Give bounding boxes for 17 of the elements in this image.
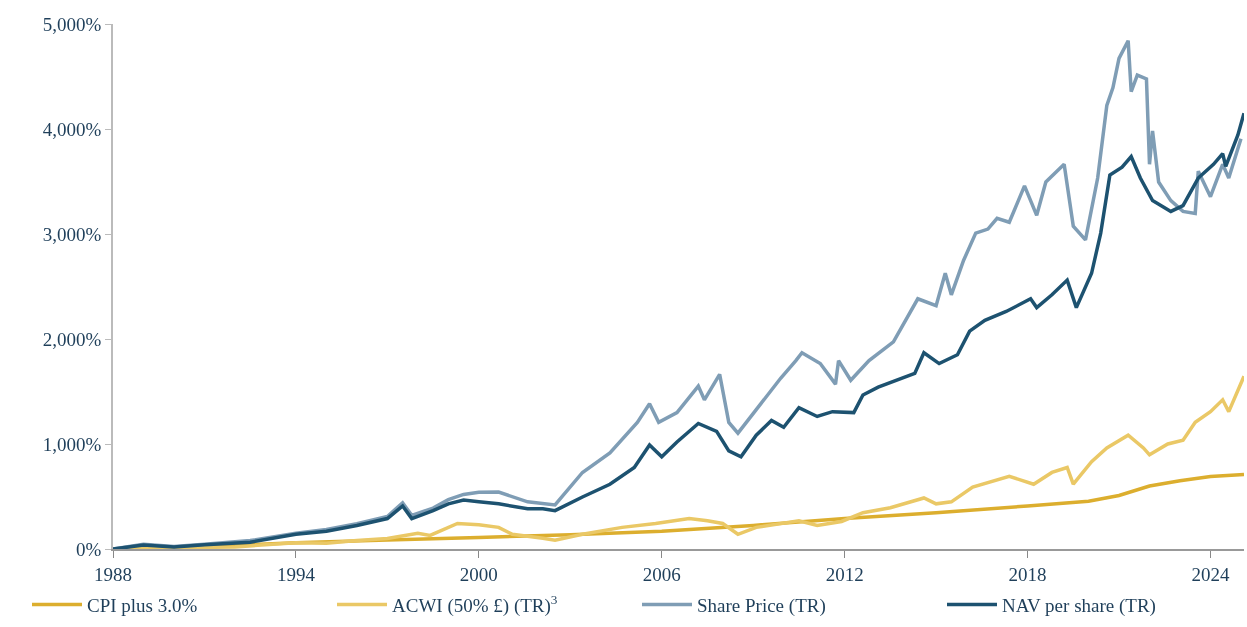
y-tick-label: 2,000%	[42, 328, 102, 350]
x-tick-label: 1994	[276, 563, 316, 585]
x-tick-label: 2006	[642, 563, 681, 585]
legend-label: CPI plus 3.0%	[87, 595, 198, 617]
legend-label: Share Price (TR)	[697, 595, 826, 618]
x-tick-label: 1988	[94, 563, 132, 585]
legend-label: NAV per share (TR)	[1002, 595, 1156, 618]
y-tick-label: 1,000%	[42, 433, 102, 455]
x-tick-label: 2024	[1191, 563, 1230, 585]
y-tick-label: 4,000%	[42, 118, 102, 140]
y-tick-label: 3,000%	[42, 223, 102, 245]
y-tick-label: 0%	[76, 538, 102, 560]
legend-label: ACWI (50% £) (TR)$^{3}$	[392, 592, 558, 618]
x-tick-label: 2012	[825, 563, 864, 585]
x-tick-label: 2018	[1008, 563, 1047, 585]
x-tick-label: 2000	[459, 563, 498, 585]
y-tick-label: 5,000%	[42, 13, 102, 35]
